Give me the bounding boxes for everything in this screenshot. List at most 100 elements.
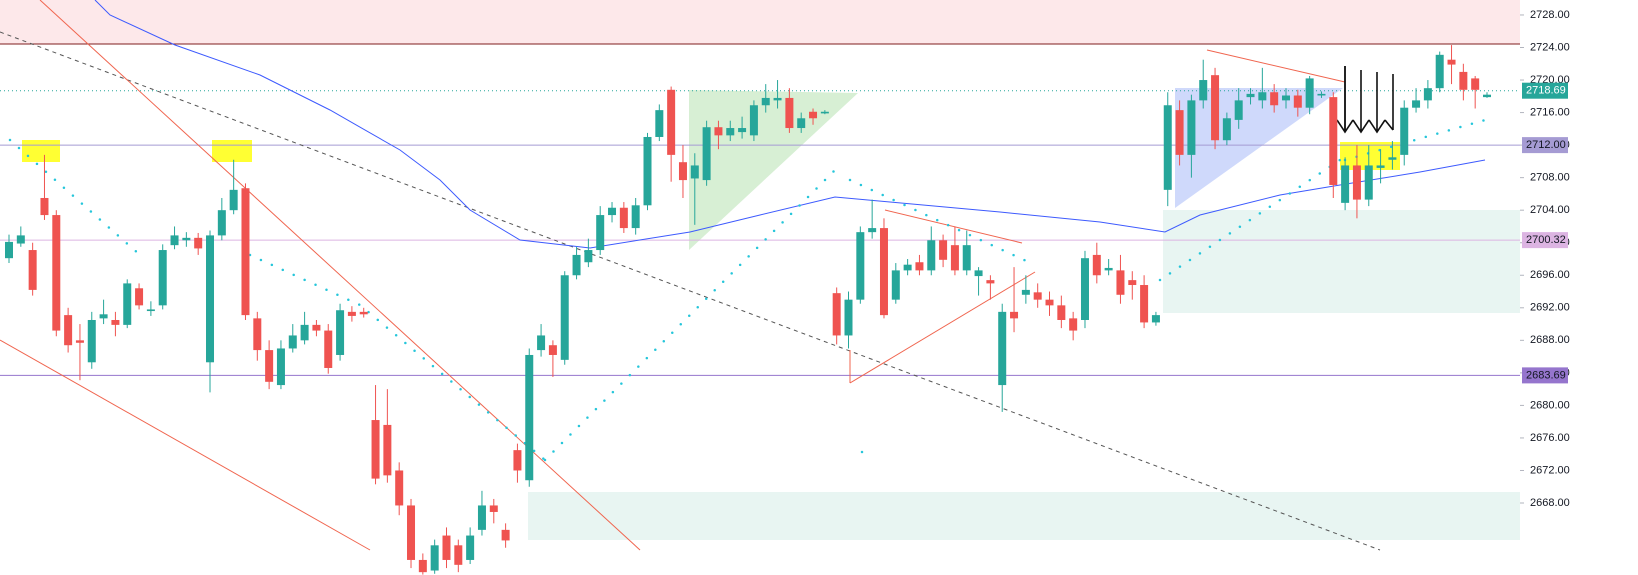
highlight <box>22 140 60 162</box>
candle-body <box>194 237 203 249</box>
candle-body <box>146 309 155 312</box>
candle-body <box>761 97 770 106</box>
candle-body <box>288 335 297 349</box>
trend-line <box>884 209 1023 244</box>
candle-body <box>1459 71 1468 90</box>
candle-body <box>28 250 37 290</box>
price-axis: 2668.002672.002676.002680.002684.002688.… <box>1520 0 1638 575</box>
candle-body <box>1364 165 1373 200</box>
candle-body <box>702 127 711 181</box>
y-tick-label: 2708.00 <box>1530 172 1570 184</box>
candle-body <box>820 111 829 114</box>
y-tick-label: 2728.00 <box>1530 9 1570 21</box>
candle-body <box>52 215 61 331</box>
candle-body <box>359 311 368 315</box>
candle-body <box>950 245 959 271</box>
candle-body <box>1305 78 1314 108</box>
candle-body <box>1116 270 1125 295</box>
arrows <box>1336 66 1394 134</box>
candle-body <box>1175 110 1184 155</box>
candle-body <box>1376 165 1385 168</box>
candle-body <box>1447 59 1456 65</box>
candle-body <box>16 235 25 244</box>
candle-body <box>596 215 605 251</box>
candle-body <box>1057 305 1066 320</box>
candle-body <box>1104 267 1113 271</box>
moving-average <box>94 0 1486 249</box>
candle-body <box>998 311 1007 386</box>
candle-body <box>749 105 758 136</box>
trend-line <box>849 271 1036 384</box>
candle-body <box>584 250 593 263</box>
demand-zone <box>528 492 1520 540</box>
price-label-box <box>1522 137 1568 154</box>
candle-body <box>182 237 191 241</box>
price-levels <box>0 90 1520 376</box>
candle-body <box>879 228 888 316</box>
y-tick-label: 2672.00 <box>1530 464 1570 476</box>
candle-body <box>667 89 676 155</box>
y-tick-label: 2696.00 <box>1530 269 1570 281</box>
candle-body <box>962 245 971 271</box>
candle-body <box>324 330 333 368</box>
triangle-pattern <box>1175 88 1343 208</box>
y-tick-label: 2704.00 <box>1530 204 1570 216</box>
candle-body <box>5 241 13 259</box>
candle-body <box>407 505 416 560</box>
candle-body <box>1021 289 1030 295</box>
candle-body <box>1033 292 1042 300</box>
price-label: 2718.69 <box>1526 85 1566 97</box>
candle-body <box>454 545 463 565</box>
candle-body <box>40 197 49 216</box>
candle-body <box>1128 280 1137 286</box>
candle-body <box>87 319 96 363</box>
y-tick-label: 2688.00 <box>1530 334 1570 346</box>
candle-body <box>738 128 747 133</box>
candle-body <box>1069 318 1078 331</box>
sar-dots <box>248 253 547 462</box>
highlight <box>212 140 252 162</box>
sar-dots <box>543 163 842 462</box>
candle-body <box>1211 75 1220 141</box>
trend-line <box>1206 49 1346 83</box>
trend-line <box>0 339 371 551</box>
candle-body <box>253 318 262 351</box>
candle-body <box>986 280 995 284</box>
price-label: 2712.00 <box>1526 139 1566 151</box>
price-label-box <box>1522 232 1568 249</box>
candle-body <box>1423 88 1432 101</box>
candle-body <box>856 232 865 300</box>
candle-body <box>1092 254 1101 276</box>
candle-body <box>643 136 652 206</box>
candle-body <box>1281 95 1290 101</box>
candle-body <box>170 235 179 246</box>
candle-body <box>395 470 404 506</box>
candle-body <box>797 118 806 129</box>
price-label: 2683.69 <box>1526 369 1566 381</box>
candle-body <box>773 97 782 101</box>
y-tick-label: 2680.00 <box>1530 399 1570 411</box>
candle-body <box>75 340 84 343</box>
candle-body <box>383 424 392 476</box>
candle-body <box>1412 100 1421 108</box>
candle-body <box>300 324 309 341</box>
y-tick-label: 2724.00 <box>1530 41 1570 53</box>
candle-body <box>1471 78 1480 90</box>
candle-body <box>1258 92 1267 101</box>
candle-body <box>135 288 144 306</box>
candle-body <box>1341 165 1350 203</box>
candle-body <box>939 240 948 260</box>
candle-body <box>548 345 557 355</box>
sar-dots <box>8 138 142 257</box>
candle-body <box>1010 311 1019 319</box>
candle-body <box>1352 165 1361 200</box>
price-label-box <box>1522 82 1568 99</box>
candle-body <box>111 319 120 325</box>
candle-body <box>785 97 794 129</box>
candle-body <box>158 250 167 306</box>
candle-body <box>1140 285 1149 323</box>
candle-body <box>619 207 628 229</box>
candle-body <box>1163 105 1172 190</box>
candle-body <box>868 228 877 233</box>
